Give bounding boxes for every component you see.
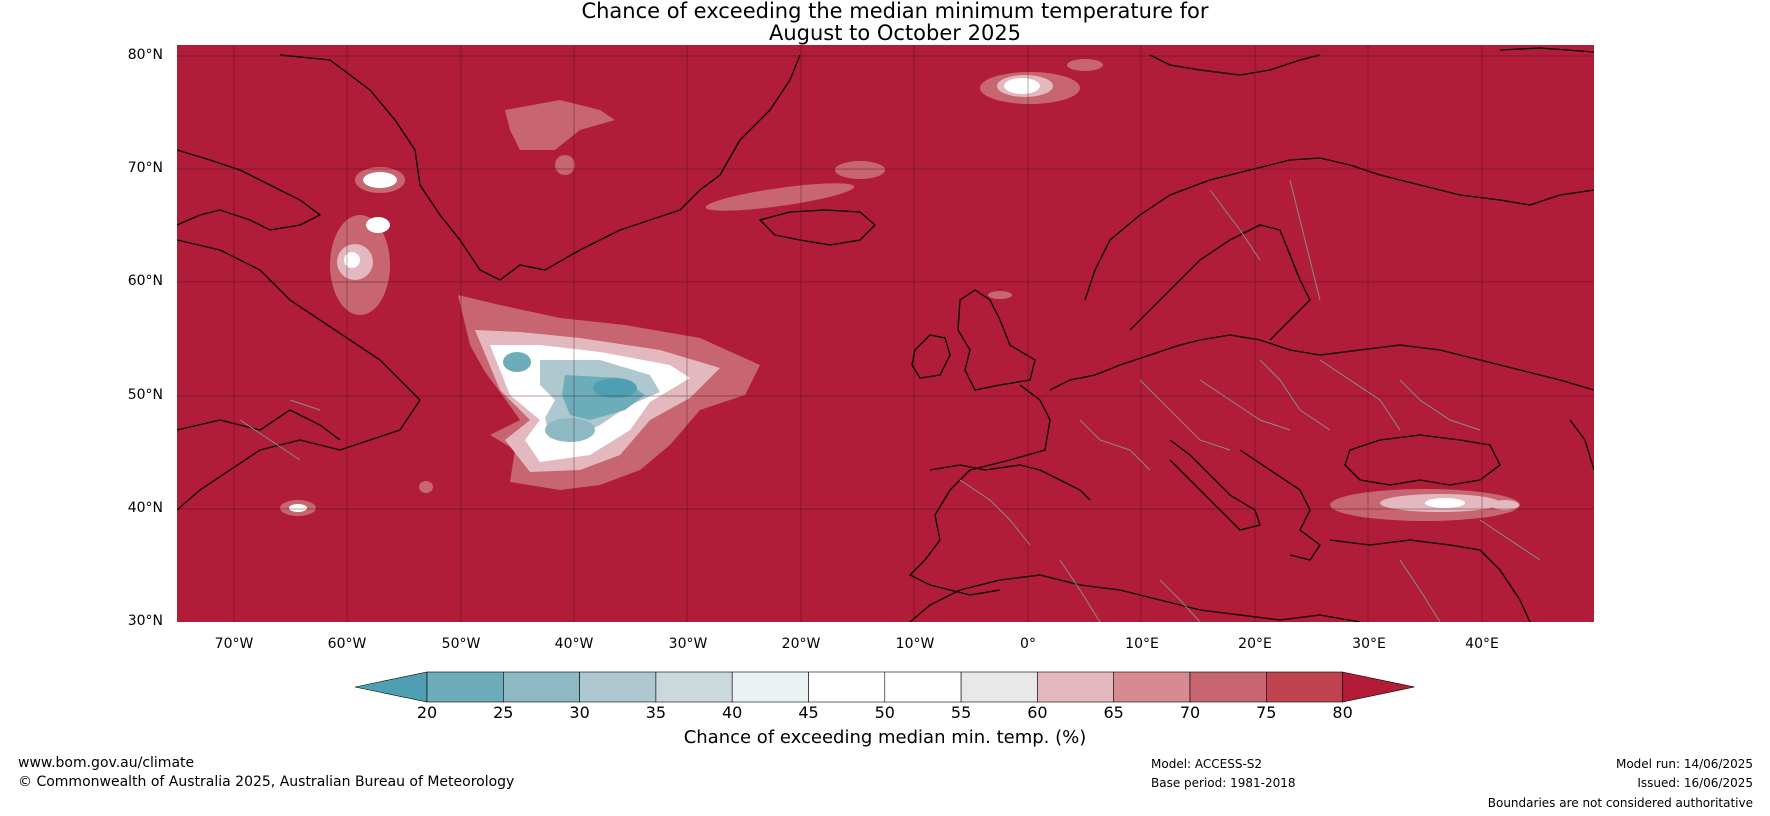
lat-label-50n: 50°N [127, 387, 163, 403]
lon-label-10e: 10°E [1125, 636, 1159, 652]
colorbar-tick-label: 20 [416, 703, 438, 722]
colorbar-bin [884, 671, 962, 703]
colorbar-label: Chance of exceeding median min. temp. (%… [683, 727, 1087, 748]
colorbar-tick-label: 65 [1103, 703, 1124, 722]
colorbar-tick-label: 60 [1027, 703, 1048, 722]
colorbar-tick-label: 70 [1179, 703, 1201, 722]
lon-label-40w: 40°W [554, 636, 594, 652]
colorbar-tick-label: 75 [1256, 703, 1277, 722]
footer-base-period: Base period: 1981-2018 [1151, 776, 1296, 790]
lon-label-60w: 60°W [327, 636, 367, 652]
colorbar-bin [808, 671, 886, 703]
lat-label-80n: 80°N [127, 47, 163, 63]
colorbar-tick-label: 50 [874, 703, 895, 722]
colorbar-bin [579, 671, 657, 703]
colorbar-extend-low [354, 671, 428, 703]
colorbar-tick-label: 25 [493, 703, 514, 722]
colorbar-bin [502, 671, 580, 703]
anomaly-patch-turkey [1330, 489, 1520, 521]
colorbar-tick-label: 55 [950, 703, 972, 722]
lon-label-20w: 20°W [781, 636, 821, 652]
colorbar-bin [426, 671, 504, 703]
colorbar-tick-label: 80 [1332, 703, 1353, 722]
colorbar-bin [1266, 671, 1343, 703]
footer-copyright: © Commonwealth of Australia 2025, Austra… [18, 774, 515, 790]
map-title-line2: August to October 2025 [768, 21, 1022, 45]
lon-label-20e: 20°E [1238, 636, 1272, 652]
lat-label-60n: 60°N [127, 273, 163, 289]
coastlines [177, 47, 1594, 622]
country-borders [239, 179, 1541, 622]
lon-label-50w: 50°W [441, 636, 481, 652]
colorbar-tick-label: 35 [645, 703, 667, 722]
colorbar-tick-label: 45 [798, 703, 819, 722]
colorbar-bin [655, 671, 733, 703]
colorbar-bin [1189, 671, 1267, 703]
colorbar-bin [731, 671, 809, 703]
lon-label-30e: 30°E [1352, 636, 1386, 652]
colorbar-bin [1037, 671, 1115, 703]
lon-label-30w: 30°W [668, 636, 708, 652]
footer-issued: Issued: 16/06/2025 [1637, 776, 1753, 790]
map-background [177, 45, 1594, 622]
footer-model: Model: ACCESS-S2 [1151, 757, 1263, 771]
anomaly-patch-svalbard [980, 59, 1103, 104]
lon-label-40e: 40°E [1465, 636, 1499, 652]
lat-label-40n: 40°N [127, 500, 163, 516]
footer-url: www.bom.gov.au/climate [18, 755, 195, 771]
footer-disclaimer: Boundaries are not considered authoritat… [1487, 796, 1753, 810]
lon-label-0: 0° [1020, 636, 1036, 652]
lon-label-70w: 70°W [214, 636, 254, 652]
anomaly-patch-misc [280, 100, 1012, 516]
lat-label-70n: 70°N [127, 160, 163, 176]
lat-label-30n: 30°N [127, 613, 163, 629]
colorbar-tick-label: 30 [569, 703, 590, 722]
colorbar-bin [960, 671, 1038, 703]
anomaly-patch-baffin [330, 167, 405, 315]
colorbar-bin [1113, 671, 1191, 703]
colorbar-tick-label: 40 [722, 703, 743, 722]
footer-model-run: Model run: 14/06/2025 [1615, 757, 1753, 771]
map-title-line1: Chance of exceeding the median minimum t… [581, 0, 1209, 23]
anomaly-patch-atlantic [458, 295, 760, 490]
colorbar-extend-high [1342, 671, 1415, 703]
lon-label-10w: 10°W [895, 636, 935, 652]
